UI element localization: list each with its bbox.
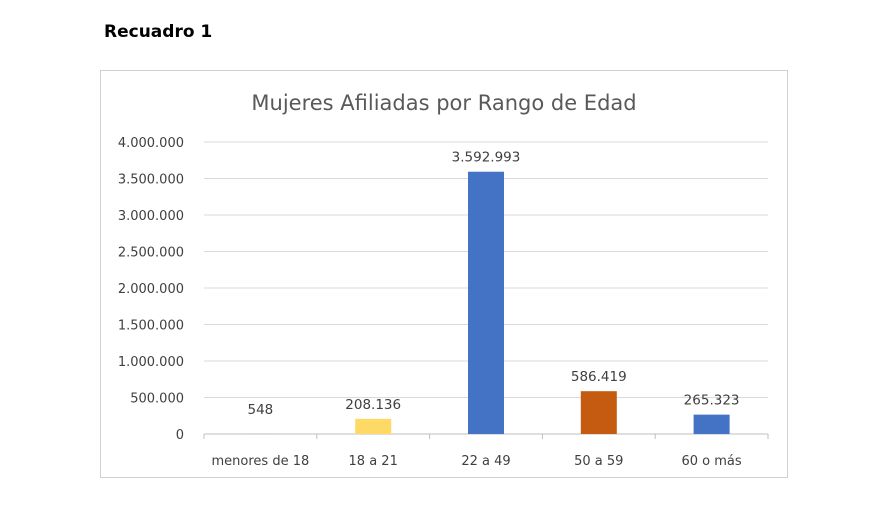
chart-title: Mujeres Afiliadas por Rango de Edad bbox=[251, 91, 636, 115]
y-tick-label: 1.500.000 bbox=[118, 319, 184, 334]
data-label: 586.419 bbox=[571, 369, 627, 385]
x-tick-label: 50 a 59 bbox=[574, 454, 623, 469]
x-axis-ticks: menores de 18 18 a 21 22 a 49 50 a 59 60 o m… bbox=[203, 434, 769, 469]
data-labels: 548 208.136 3.592.993 586.419 265.323 bbox=[248, 150, 740, 418]
chart-frame bbox=[100, 70, 788, 478]
bar bbox=[693, 414, 730, 434]
y-tick-label: 0 bbox=[176, 428, 184, 443]
y-tick-label: 2.000.000 bbox=[118, 282, 184, 297]
page-heading: Recuadro 1 bbox=[104, 22, 213, 42]
bar bbox=[580, 391, 617, 434]
y-tick-label: 500.000 bbox=[130, 392, 184, 407]
data-label: 265.323 bbox=[684, 393, 740, 409]
data-label: 208.136 bbox=[345, 397, 401, 413]
bar bbox=[355, 418, 392, 434]
data-label: 548 bbox=[248, 402, 274, 418]
y-tick-label: 3.500.000 bbox=[118, 173, 184, 188]
data-label: 3.592.993 bbox=[452, 150, 521, 166]
y-tick-label: 2.500.000 bbox=[118, 246, 184, 261]
x-tick-label: 22 a 49 bbox=[461, 454, 510, 469]
y-tick-label: 4.000.000 bbox=[118, 136, 184, 151]
x-tick-label: 60 o más bbox=[682, 454, 742, 469]
y-tick-label: 1.000.000 bbox=[118, 355, 184, 370]
bars bbox=[242, 171, 730, 434]
x-tick-label: menores de 18 bbox=[212, 454, 310, 469]
y-axis-ticks: 0 500.000 1.000.000 1.500.000 2.000.000 2.500… bbox=[118, 136, 184, 443]
bar bbox=[468, 171, 504, 434]
y-tick-label: 3.000.000 bbox=[118, 209, 184, 224]
x-tick-label: 18 a 21 bbox=[349, 454, 398, 469]
